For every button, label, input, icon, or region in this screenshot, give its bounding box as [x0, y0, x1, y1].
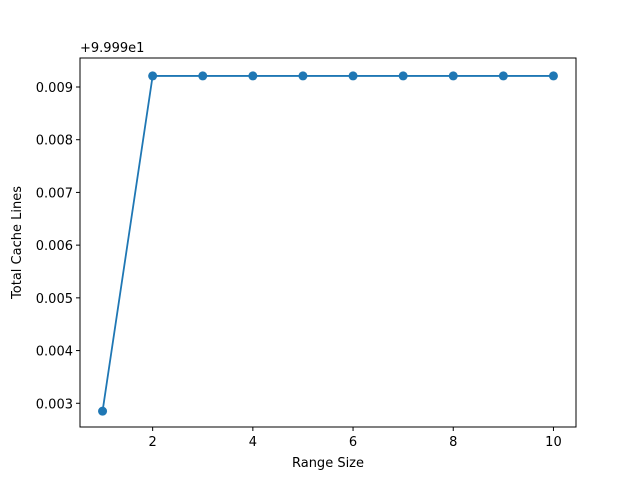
x-axis-ticks: 2 4 6 8 10 [149, 427, 562, 450]
y-tick-label: 0.008 [36, 134, 73, 149]
data-point [548, 71, 558, 81]
y-axis-offset-label: +9.999e1 [80, 41, 144, 56]
y-tick-label: 0.006 [36, 239, 73, 254]
y-tick-label: 0.004 [36, 345, 73, 360]
y-tick-label: 0.007 [36, 186, 73, 201]
data-point [298, 71, 308, 81]
data-point [248, 71, 258, 81]
y-tick-label: 0.003 [36, 397, 73, 412]
y-tick-label: 0.005 [36, 292, 73, 307]
series-line [101, 75, 554, 412]
data-point [98, 406, 108, 416]
y-axis-ticks: 0.003 0.004 0.005 0.006 0.007 0.008 0.009 [36, 81, 80, 412]
data-point [348, 71, 358, 81]
y-axis-label: Total Cache Lines [10, 186, 25, 300]
y-tick-label: 0.009 [36, 81, 73, 96]
x-tick-label: 4 [249, 435, 257, 450]
data-point [448, 71, 458, 81]
x-tick-label: 6 [349, 435, 357, 450]
x-tick-label: 8 [449, 435, 457, 450]
x-axis-label: Range Size [292, 456, 364, 471]
data-point [148, 71, 158, 81]
series-layer [98, 71, 558, 416]
data-point [498, 71, 508, 81]
plot-area-frame [79, 57, 577, 428]
data-point [198, 71, 208, 81]
x-tick-label: 10 [545, 435, 562, 450]
data-point [398, 71, 408, 81]
x-tick-label: 2 [149, 435, 157, 450]
